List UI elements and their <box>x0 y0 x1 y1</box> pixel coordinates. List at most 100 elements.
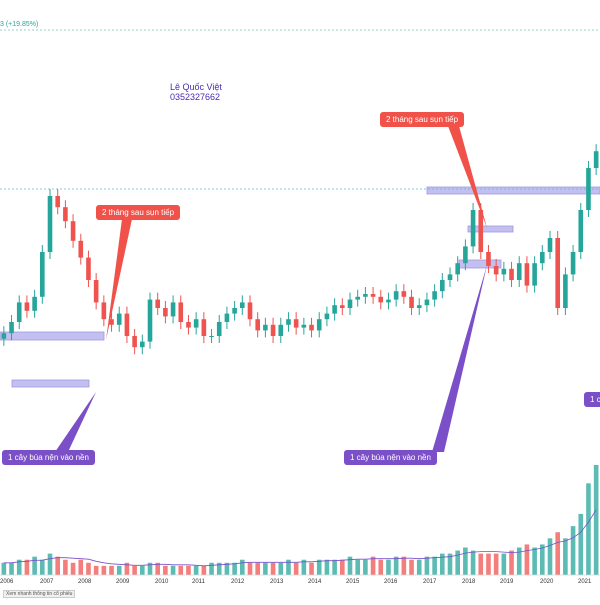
volume-bar <box>332 559 337 575</box>
x-tick-label: 2007 <box>40 579 54 585</box>
volume-bar <box>570 526 576 575</box>
candle-body <box>47 196 53 252</box>
volume-bar <box>401 556 407 575</box>
x-tick-label: 2018 <box>462 579 476 585</box>
volume-bar <box>216 562 222 575</box>
volume-bar <box>24 559 30 575</box>
candle-body <box>286 319 291 325</box>
candle-body <box>78 240 84 258</box>
candle-body <box>316 319 322 331</box>
volume-bar <box>347 556 353 575</box>
volume-bar <box>432 556 437 575</box>
candle-body <box>270 324 276 336</box>
candle-body <box>216 322 222 336</box>
volume-bar <box>78 559 84 575</box>
volume-bar <box>186 565 191 575</box>
volume-bar <box>155 562 160 575</box>
volume-bar <box>55 556 60 575</box>
volume-bar <box>578 513 584 575</box>
volume-bar <box>47 553 53 575</box>
volume-bar <box>9 562 14 575</box>
volume-bar <box>340 559 345 575</box>
volume-bar <box>309 562 314 575</box>
volume-bar <box>240 559 245 575</box>
candle-body <box>347 299 353 308</box>
candle-body <box>447 274 453 280</box>
candle-body <box>55 196 60 208</box>
x-tick-label: 2010 <box>155 579 169 585</box>
candle-body <box>155 299 160 308</box>
candle-body <box>163 308 168 317</box>
candle-body <box>386 299 391 303</box>
volume-bar <box>316 559 322 575</box>
volume-bar <box>247 562 253 575</box>
volume-bar <box>416 559 422 575</box>
volume-bar <box>109 565 114 575</box>
volume-bar <box>16 559 22 575</box>
candle-body <box>516 263 522 280</box>
candle-body <box>416 305 422 308</box>
candle-body <box>524 263 530 286</box>
x-tick-label: 2013 <box>270 579 284 585</box>
candle-body <box>278 324 284 336</box>
candle-body <box>240 302 245 308</box>
candle-body <box>547 238 553 252</box>
volume-bar <box>70 562 76 575</box>
volume-bar <box>586 483 591 575</box>
candle-body <box>509 268 514 280</box>
candle-body <box>309 324 314 331</box>
candle-body <box>563 274 568 308</box>
volume-bar <box>270 562 276 575</box>
volume-bar <box>178 565 184 575</box>
volume-bar <box>393 556 399 575</box>
candle-body <box>340 305 345 308</box>
volume-bar <box>501 553 507 575</box>
volume-bar <box>163 565 168 575</box>
candle-body <box>201 319 207 336</box>
x-tick-label: 2015 <box>346 579 360 585</box>
candle-body <box>124 313 130 336</box>
candle-body <box>24 302 30 311</box>
annotation-red-1: 2 tháng sau sụn tiếp <box>96 205 181 220</box>
volume-bar <box>1 562 7 575</box>
volume-ma-line <box>3 509 597 567</box>
x-tick-label: 2021 <box>578 579 592 585</box>
volume-bar <box>209 562 214 575</box>
quick-view-button[interactable]: Xem nhanh thông tin cổ phiếu <box>3 590 76 598</box>
author-phone: 0352327662 <box>170 92 221 102</box>
volume-bar <box>278 562 284 575</box>
annotation-red-2: 2 tháng sau sụn tiếp <box>380 112 465 127</box>
candle-body <box>1 333 7 339</box>
volume-bar <box>286 559 291 575</box>
candle-body <box>116 313 122 325</box>
author-name: Lê Quốc Việt <box>170 82 222 92</box>
volume-bar <box>447 553 453 575</box>
volume-bar <box>32 556 37 575</box>
candle-body <box>378 296 384 303</box>
candle-body <box>555 238 560 308</box>
candle-body <box>501 268 507 275</box>
volume-bar <box>255 562 260 575</box>
candle-body <box>363 294 368 297</box>
candle-body <box>70 221 76 241</box>
volume-bar <box>86 562 91 575</box>
candle-body <box>440 280 445 292</box>
volume-bar <box>224 562 230 575</box>
x-tick-label: 2020 <box>540 579 554 585</box>
candle-body <box>493 266 499 275</box>
candle-body <box>86 257 91 280</box>
candle-body <box>101 302 107 320</box>
candle-body <box>470 210 476 247</box>
volume-bar <box>193 565 199 575</box>
candle-body <box>401 291 407 297</box>
candle-body <box>409 296 414 308</box>
volume-bar <box>355 559 360 575</box>
volume-bar <box>378 559 384 575</box>
red-callout-pointer-1 <box>106 219 132 340</box>
volume-bar <box>540 544 545 575</box>
volume-bar <box>170 565 176 575</box>
volume-bar <box>93 565 99 575</box>
candle-body <box>32 296 37 311</box>
volume-bar <box>486 553 491 575</box>
